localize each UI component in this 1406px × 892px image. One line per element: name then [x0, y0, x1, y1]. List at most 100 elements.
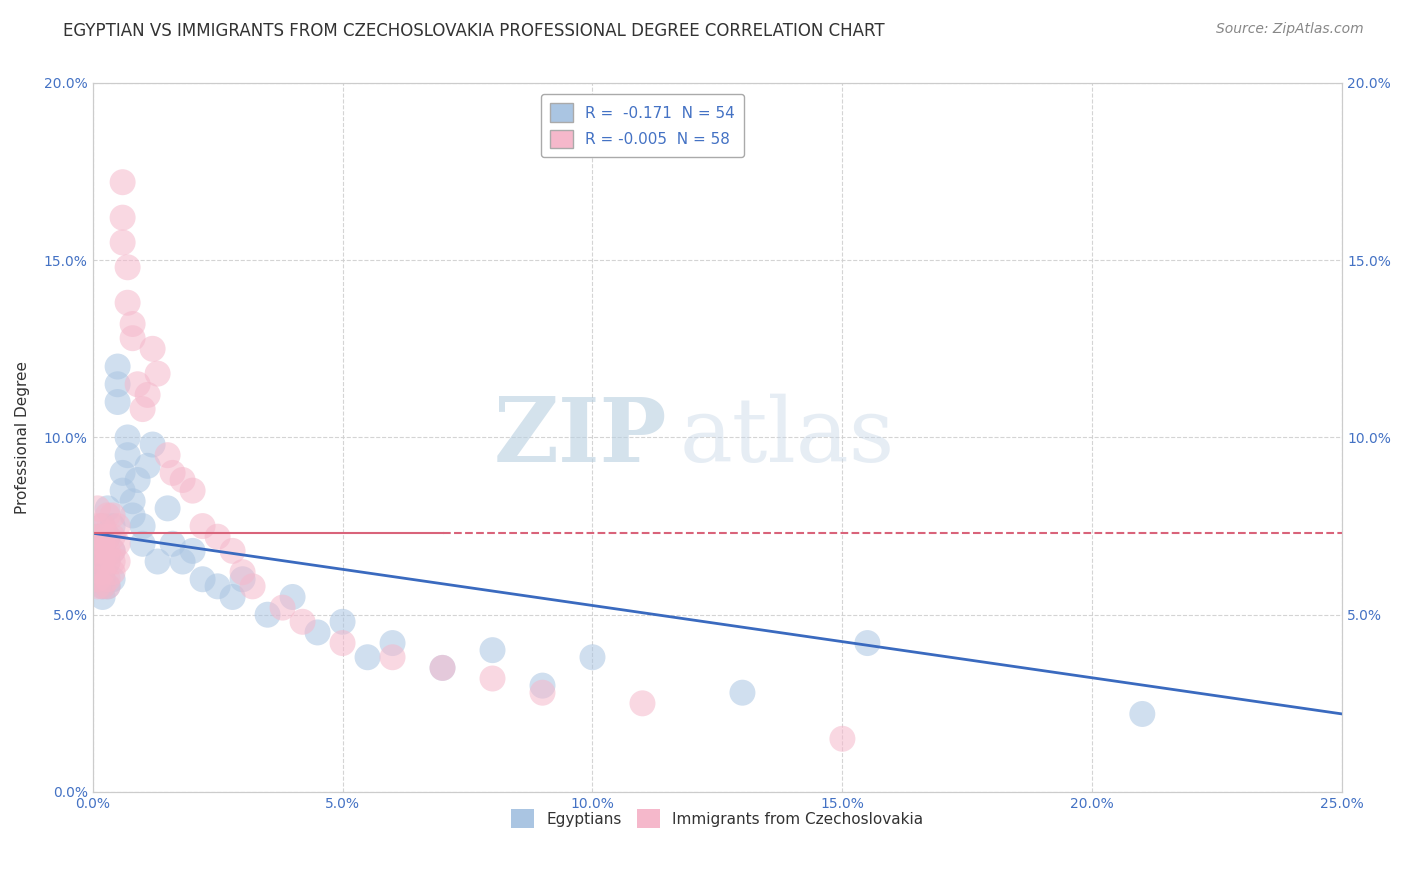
Point	[86, 530, 108, 544]
Point	[256, 607, 278, 622]
Point	[356, 650, 378, 665]
Point	[162, 466, 184, 480]
Point	[131, 402, 153, 417]
Point	[232, 572, 254, 586]
Point	[107, 377, 129, 392]
Point	[271, 600, 294, 615]
Point	[97, 579, 120, 593]
Point	[101, 565, 124, 579]
Point	[101, 544, 124, 558]
Text: EGYPTIAN VS IMMIGRANTS FROM CZECHOSLOVAKIA PROFESSIONAL DEGREE CORRELATION CHART: EGYPTIAN VS IMMIGRANTS FROM CZECHOSLOVAK…	[63, 22, 884, 40]
Point	[91, 572, 114, 586]
Point	[91, 555, 114, 569]
Point	[232, 565, 254, 579]
Point	[207, 530, 229, 544]
Point	[107, 537, 129, 551]
Point	[117, 448, 139, 462]
Point	[731, 686, 754, 700]
Point	[111, 211, 134, 225]
Point	[86, 572, 108, 586]
Point	[86, 519, 108, 533]
Point	[136, 458, 159, 473]
Point	[97, 555, 120, 569]
Point	[101, 508, 124, 523]
Point	[117, 295, 139, 310]
Point	[481, 643, 503, 657]
Point	[111, 483, 134, 498]
Text: atlas: atlas	[681, 393, 896, 481]
Point	[146, 367, 169, 381]
Point	[172, 555, 194, 569]
Point	[86, 579, 108, 593]
Point	[332, 636, 354, 650]
Point	[181, 483, 204, 498]
Point	[97, 530, 120, 544]
Point	[91, 530, 114, 544]
Point	[111, 466, 134, 480]
Point	[142, 437, 165, 451]
Point	[281, 590, 304, 604]
Point	[291, 615, 314, 629]
Point	[432, 661, 454, 675]
Point	[91, 537, 114, 551]
Point	[107, 519, 129, 533]
Point	[221, 590, 243, 604]
Point	[91, 544, 114, 558]
Point	[381, 650, 404, 665]
Point	[146, 555, 169, 569]
Point	[131, 519, 153, 533]
Point	[111, 175, 134, 189]
Point	[86, 544, 108, 558]
Point	[156, 501, 179, 516]
Text: Source: ZipAtlas.com: Source: ZipAtlas.com	[1216, 22, 1364, 37]
Point	[191, 519, 214, 533]
Point	[127, 377, 149, 392]
Point	[107, 395, 129, 409]
Point	[162, 537, 184, 551]
Point	[97, 530, 120, 544]
Point	[107, 555, 129, 569]
Point	[91, 579, 114, 593]
Point	[86, 530, 108, 544]
Point	[86, 555, 108, 569]
Point	[91, 537, 114, 551]
Point	[101, 544, 124, 558]
Point	[181, 544, 204, 558]
Point	[207, 579, 229, 593]
Y-axis label: Professional Degree: Professional Degree	[15, 361, 30, 514]
Point	[381, 636, 404, 650]
Point	[531, 686, 554, 700]
Point	[86, 537, 108, 551]
Point	[117, 260, 139, 275]
Text: ZIP: ZIP	[494, 394, 668, 481]
Point	[142, 342, 165, 356]
Point	[191, 572, 214, 586]
Legend: Egyptians, Immigrants from Czechoslovakia: Egyptians, Immigrants from Czechoslovaki…	[505, 803, 929, 834]
Point	[86, 501, 108, 516]
Point	[481, 672, 503, 686]
Point	[136, 388, 159, 402]
Point	[172, 473, 194, 487]
Point	[91, 565, 114, 579]
Point	[101, 530, 124, 544]
Point	[111, 235, 134, 250]
Point	[107, 359, 129, 374]
Point	[91, 544, 114, 558]
Point	[101, 519, 124, 533]
Point	[97, 579, 120, 593]
Point	[531, 679, 554, 693]
Point	[121, 508, 143, 523]
Point	[121, 331, 143, 345]
Point	[221, 544, 243, 558]
Point	[91, 590, 114, 604]
Point	[856, 636, 879, 650]
Point	[121, 317, 143, 331]
Point	[91, 519, 114, 533]
Point	[101, 555, 124, 569]
Point	[97, 555, 120, 569]
Point	[831, 731, 853, 746]
Point	[127, 473, 149, 487]
Point	[97, 544, 120, 558]
Point	[86, 561, 108, 575]
Point	[432, 661, 454, 675]
